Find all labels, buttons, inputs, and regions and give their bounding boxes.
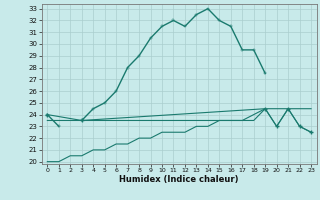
X-axis label: Humidex (Indice chaleur): Humidex (Indice chaleur) [119,175,239,184]
